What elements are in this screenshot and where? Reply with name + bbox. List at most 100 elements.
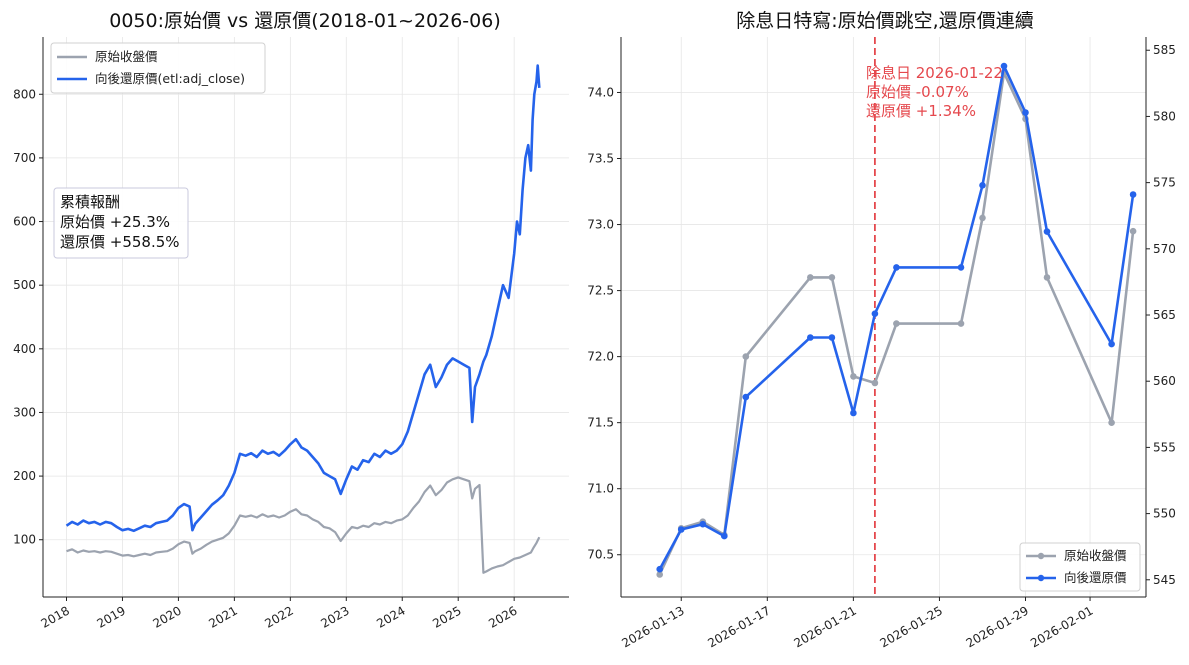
right-x-tick-label: 2026-01-21 bbox=[791, 603, 858, 650]
right-series-point-adj bbox=[871, 310, 879, 318]
left-annotation-line-3: 還原價 +558.5% bbox=[60, 233, 180, 251]
left-x-tick-label: 2020 bbox=[150, 603, 183, 630]
right-legend-adj-label: 向後還原價 bbox=[1064, 570, 1127, 585]
right-legend-raw-marker bbox=[1037, 552, 1045, 560]
right-y-left-ticks: 70.5 71.0 71.5 72.0 72.5 73.0 73.5 74.0 bbox=[587, 85, 621, 562]
right-series-point-adj bbox=[850, 409, 857, 417]
right-series-point-adj bbox=[1022, 109, 1029, 116]
right-series-point-adj bbox=[893, 264, 900, 271]
left-y-tick-label: 700 bbox=[13, 151, 36, 165]
right-series-point-raw bbox=[893, 320, 900, 327]
right-series-point-adj bbox=[1000, 62, 1008, 70]
right-series-point-raw bbox=[979, 214, 986, 222]
left-legend-raw-label: 原始收盤價 bbox=[95, 49, 158, 64]
right-x-tick-label: 2026-01-17 bbox=[705, 603, 772, 650]
left-x-ticks: 2018 2019 2020 2021 2022 2023 2024 2025 2026 bbox=[39, 597, 520, 631]
left-series-group bbox=[65, 64, 541, 574]
right-series-point-adj bbox=[677, 526, 685, 533]
right-y-left-tick-label: 74.0 bbox=[587, 85, 614, 99]
right-series-line-adj bbox=[658, 64, 1135, 570]
right-series-point-raw bbox=[957, 320, 965, 327]
right-y-right-tick-label: 580 bbox=[1153, 109, 1176, 123]
left-y-tick-label: 800 bbox=[13, 87, 36, 101]
right-series-point-adj bbox=[656, 565, 663, 573]
right-y-left-tick-label: 72.0 bbox=[587, 350, 614, 364]
right-series-point-adj bbox=[979, 182, 986, 189]
right-x-ticks: 2026-01-13 2026-01-17 2026-01-21 2026-01-25… bbox=[619, 597, 1096, 650]
left-x-tick-label: 2024 bbox=[374, 603, 407, 630]
right-grid bbox=[621, 37, 1146, 597]
right-y-right-tick-label: 550 bbox=[1153, 507, 1176, 521]
right-series-point-adj bbox=[699, 520, 707, 528]
right-series-point-raw bbox=[807, 274, 814, 281]
right-series-point-adj bbox=[742, 393, 750, 401]
right-series-point-raw bbox=[850, 373, 857, 380]
right-series-point-raw bbox=[1108, 419, 1115, 427]
right-series-point-raw bbox=[742, 353, 750, 360]
right-y-left-tick-label: 73.5 bbox=[587, 152, 614, 166]
right-y-right-ticks: 545 550 555 560 565 570 575 580 585 bbox=[1146, 43, 1176, 587]
right-series-point-adj bbox=[721, 532, 728, 540]
left-chart: 0050:原始價 vs 還原價(2018-01~2026-06) 2018 201… bbox=[13, 10, 569, 631]
right-legend-adj-marker bbox=[1037, 574, 1045, 582]
right-y-left-tick-label: 72.5 bbox=[587, 284, 614, 298]
left-legend-box bbox=[50, 42, 266, 94]
left-legend: 原始收盤價 向後還原價(etl:adj_close) bbox=[50, 42, 266, 94]
right-series-point-raw bbox=[828, 274, 836, 281]
right-series-point-raw bbox=[871, 379, 879, 387]
dividend-annotation-line-2: 原始價 -0.07% bbox=[866, 83, 969, 101]
right-y-right-tick-label: 560 bbox=[1153, 374, 1176, 388]
right-x-tick-label: 2026-01-13 bbox=[619, 603, 686, 650]
right-series-point-raw bbox=[1043, 274, 1051, 281]
left-y-tick-label: 600 bbox=[13, 215, 36, 229]
left-annotation-box bbox=[53, 187, 189, 259]
dividend-annotation-line-3: 還原價 +1.34% bbox=[866, 102, 976, 120]
right-y-left-tick-label: 71.0 bbox=[587, 482, 614, 496]
right-axes bbox=[620, 37, 1147, 598]
left-legend-adj-label: 向後還原價(etl:adj_close) bbox=[95, 71, 245, 86]
left-annotation-line-1: 累積報酬 bbox=[60, 193, 120, 211]
right-series-point-adj bbox=[807, 334, 814, 341]
right-series-group bbox=[656, 62, 1137, 578]
left-x-tick-label: 2026 bbox=[486, 603, 519, 630]
left-x-tick-label: 2018 bbox=[39, 603, 72, 630]
right-series-point-adj bbox=[828, 334, 836, 341]
dividend-annotation-line-1: 除息日 2026-01-22 bbox=[866, 64, 1003, 82]
right-series-point-raw bbox=[1129, 227, 1137, 235]
left-y-ticks: 100 200 300 400 500 600 700 800 bbox=[13, 87, 43, 547]
right-y-left-tick-label: 71.5 bbox=[587, 416, 614, 430]
right-y-right-tick-label: 565 bbox=[1153, 308, 1176, 322]
left-x-tick-label: 2019 bbox=[95, 603, 128, 630]
right-y-right-tick-label: 555 bbox=[1153, 440, 1176, 454]
right-chart: 除息日特寫:原始價跳空,還原價連續 2026-01-13 2026-01-17 20… bbox=[587, 10, 1176, 650]
right-legend-raw-label: 原始收盤價 bbox=[1064, 548, 1127, 563]
right-y-right-tick-label: 545 bbox=[1153, 573, 1176, 587]
left-series-line-adj bbox=[65, 64, 541, 533]
right-x-tick-label: 2026-01-29 bbox=[964, 603, 1031, 650]
right-x-tick-label: 2026-02-01 bbox=[1028, 603, 1095, 650]
left-y-tick-label: 400 bbox=[13, 342, 36, 356]
right-y-left-tick-label: 73.0 bbox=[587, 218, 614, 232]
right-series-point-raw bbox=[656, 571, 663, 578]
right-y-right-tick-label: 585 bbox=[1153, 43, 1176, 57]
left-axes bbox=[42, 37, 569, 598]
left-grid bbox=[43, 37, 569, 597]
right-series-point-adj bbox=[1108, 340, 1115, 348]
right-chart-title: 除息日特寫:原始價跳空,還原價連續 bbox=[736, 10, 1033, 32]
left-return-annotation: 累積報酬 原始價 +25.3% 還原價 +558.5% bbox=[53, 187, 189, 259]
right-legend: 原始收盤價 向後還原價 bbox=[1019, 542, 1141, 592]
left-y-tick-label: 200 bbox=[13, 469, 36, 483]
right-series-point-adj bbox=[1043, 228, 1051, 235]
left-x-tick-label: 2022 bbox=[262, 603, 295, 630]
left-y-tick-label: 100 bbox=[13, 533, 36, 547]
right-series-point-adj bbox=[957, 264, 965, 271]
left-x-tick-label: 2025 bbox=[430, 603, 463, 630]
right-series-point-adj bbox=[1129, 191, 1137, 198]
left-series-line-raw bbox=[66, 476, 541, 574]
left-x-tick-label: 2021 bbox=[206, 603, 239, 630]
right-y-right-tick-label: 570 bbox=[1153, 242, 1176, 256]
right-y-left-tick-label: 70.5 bbox=[587, 548, 614, 562]
right-x-tick-label: 2026-01-25 bbox=[878, 603, 945, 650]
